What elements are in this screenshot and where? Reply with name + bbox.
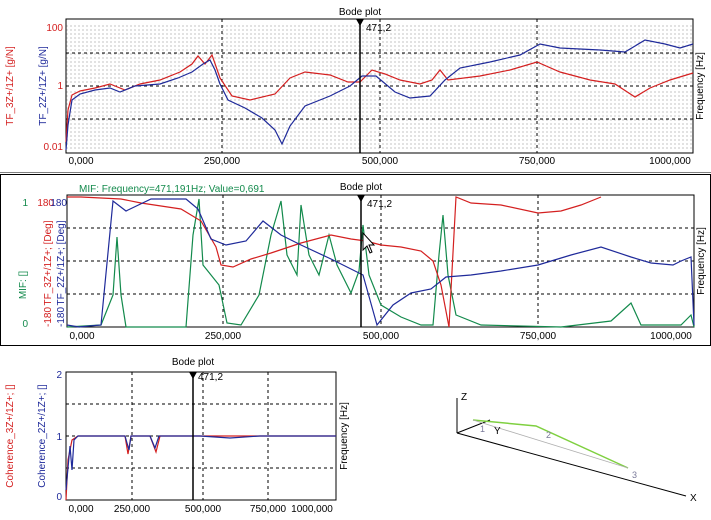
x-tick-250: 250,000: [204, 156, 241, 167]
y-axis-label-blue: Coherence_2Z+/1Z+; []: [37, 384, 48, 488]
tf-2z-magnitude-curve: [65, 39, 694, 151]
phase-plot[interactable]: Bode plot 471,2 MIF: Frequency=471,191Hz…: [1, 175, 711, 347]
y-axis-line: [456, 419, 491, 434]
y-axis-label-red: TF_3Z+/1Z+ [g/N]: [5, 46, 16, 126]
plot-frame: [65, 18, 694, 154]
x-axis-line: [456, 432, 687, 497]
x-tick-0: 0,000: [69, 331, 94, 342]
x-tick-500: 500,000: [363, 331, 400, 342]
x-tick-500: 500,000: [185, 504, 222, 515]
y-axis-label-red: Coherence_3Z+/1Z+; []: [5, 384, 16, 488]
red-tick-180: 180: [37, 198, 54, 209]
plot-title: Bode plot: [339, 7, 381, 18]
undeformed-line: [472, 419, 629, 469]
coherence-panel[interactable]: Bode plot 471,2 2 1 0 Coherence_3Z+/1Z+;…: [0, 350, 350, 520]
x-tick-250: 250,000: [114, 504, 151, 515]
x-axis-label: Frequency [Hz]: [695, 52, 706, 120]
node-label-2: 2: [546, 430, 551, 440]
x-axis-label: Frequency [Hz]: [339, 402, 350, 470]
mif-axis-label: MIF: []: [18, 271, 29, 300]
node-label-3: 3: [632, 470, 637, 480]
x-tick-500: 500,000: [362, 156, 399, 167]
x-tick-0: 0,000: [68, 156, 93, 167]
cursor-marker-icon[interactable]: [356, 19, 364, 26]
mif-readout: MIF: Frequency=471,191Hz; Value=0,691: [79, 184, 265, 195]
y-tick-2: 2: [56, 370, 62, 381]
coherence-plot[interactable]: Bode plot 471,2 2 1 0 Coherence_3Z+/1Z+;…: [0, 350, 350, 520]
geometry-canvas[interactable]: Z Y X 1 2 3: [440, 380, 711, 520]
x-tick-1000: 1000,000: [649, 156, 691, 167]
plot-title: Bode plot: [340, 182, 382, 193]
x-tick-750: 750,000: [520, 331, 557, 342]
x-tick-1000: 1000,000: [650, 331, 692, 342]
x-tick-750: 750,000: [519, 156, 556, 167]
tf-2z-phase-curve: [66, 198, 695, 328]
red-tick-minus-180: -180: [43, 307, 54, 327]
y-tick-1: 1: [56, 432, 62, 443]
mif-tick-0: 0: [22, 319, 28, 330]
x-axis-label: Frequency [Hz]: [696, 227, 707, 295]
mode-shape-line: [472, 419, 629, 469]
blue-tick-minus-180: -180: [56, 307, 67, 327]
mif-curve: [66, 198, 695, 328]
node-label-1: 1: [480, 424, 485, 434]
plot-frame: [66, 194, 695, 328]
tf-3z-phase-curve: [67, 196, 602, 328]
y-tick-100: 100: [46, 23, 63, 34]
y-axis-label-blue: TF_2Z+/1Z+; [Deg]: [56, 220, 67, 305]
y-tick-0: 0: [56, 492, 62, 503]
x-tick-750: 750,000: [250, 504, 287, 515]
x-axis-label: X: [690, 493, 697, 504]
cursor-value: 471,2: [198, 372, 223, 383]
x-tick-0: 0,000: [68, 504, 93, 515]
x-tick-1000: 1000,000: [291, 504, 333, 515]
cursor-value: 471,2: [367, 199, 392, 210]
plot-title: Bode plot: [172, 357, 214, 368]
cursor-marker-icon[interactable]: [189, 372, 197, 379]
mif-tick-1: 1: [22, 198, 28, 209]
magnitude-plot[interactable]: Bode plot 471,2 100 1 0.01 TF_3Z+/1Z+ [g…: [0, 0, 711, 173]
geometry-view[interactable]: Z Y X 1 2 3: [440, 380, 711, 520]
y-tick-001: 0.01: [44, 142, 64, 153]
y-axis-label: Y: [494, 426, 501, 437]
y-tick-1: 1: [57, 81, 63, 92]
bode-phase-panel[interactable]: Bode plot 471,2 MIF: Frequency=471,191Hz…: [0, 174, 711, 346]
blue-tick-180: 180: [50, 198, 67, 209]
y-axis-label-blue: TF_2Z+/1Z+ [g/N]: [38, 46, 49, 126]
coherence-2z-curve: [65, 435, 336, 491]
z-axis-label: Z: [461, 392, 467, 403]
cursor-marker-icon[interactable]: [357, 195, 365, 202]
bode-magnitude-panel[interactable]: Bode plot 471,2 100 1 0.01 TF_3Z+/1Z+ [g…: [0, 0, 711, 173]
y-axis-label-red: TF_3Z+/1Z+; [Deg]: [43, 220, 54, 305]
mouse-pointer-icon: [362, 231, 376, 254]
x-tick-250: 250,000: [205, 331, 242, 342]
cursor-value: 471,2: [366, 23, 391, 34]
